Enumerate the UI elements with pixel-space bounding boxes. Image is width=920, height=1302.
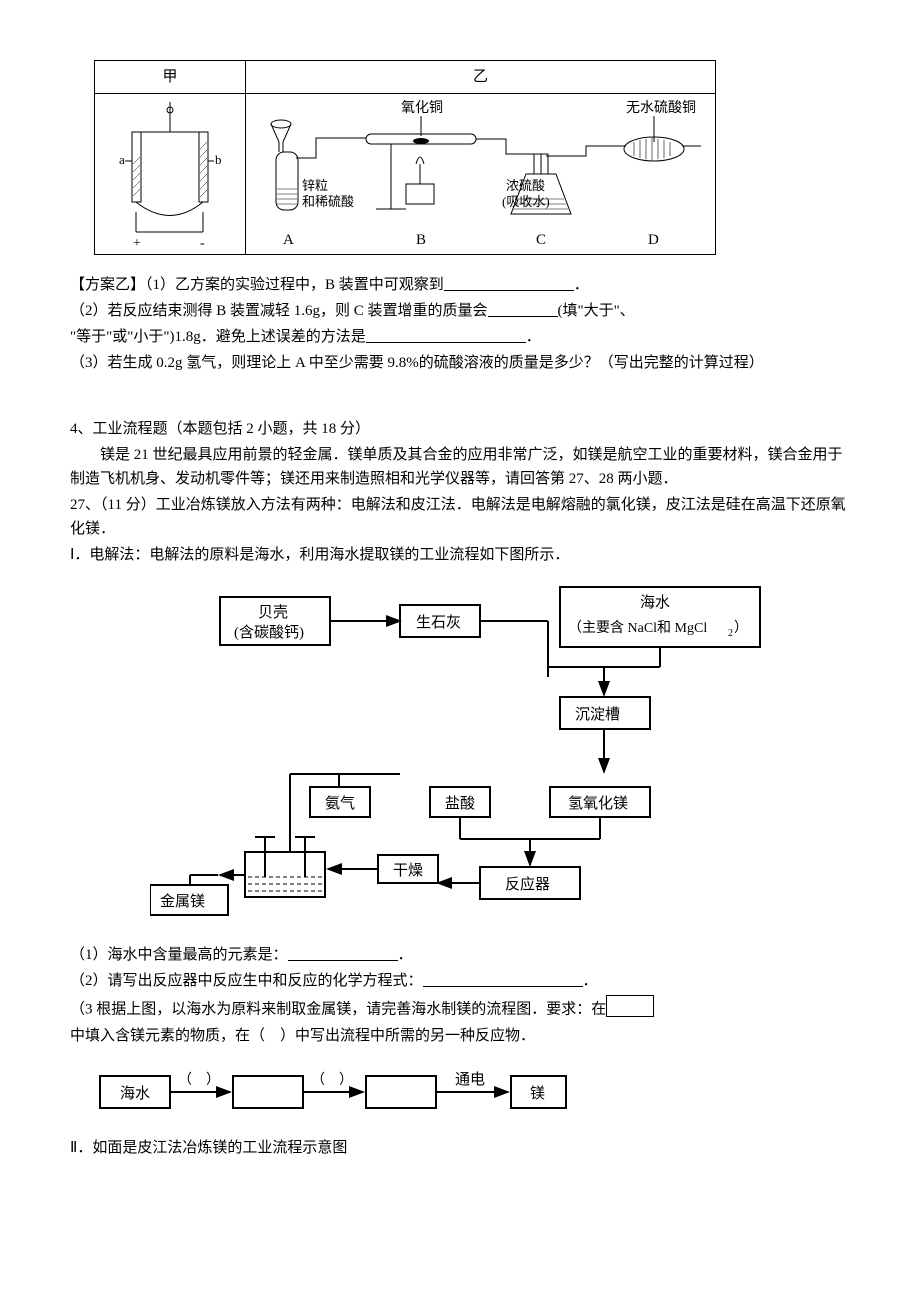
q27-part1: Ⅰ．电解法：电解法的原料是海水，利用海水提取镁的工业流程如下图所示． bbox=[70, 543, 850, 567]
q27-lead: 27、（11 分）工业冶炼镁放入方法有两种：电解法和皮江法．电解法是电解熔融的氯… bbox=[70, 493, 850, 541]
sec4-title: 4、工业流程题（本题包括 2 小题，共 18 分） bbox=[70, 417, 850, 441]
q27-s3b: 中填入含镁元素的物质，在（ ）中写出流程中所需的另一种反应物． bbox=[70, 1024, 850, 1048]
svg-text:(吸收水): (吸收水) bbox=[502, 194, 550, 209]
svg-text:（ ）: （ ） bbox=[311, 1072, 353, 1088]
q27-s1: （1）海水中含量最高的元素是：． bbox=[70, 943, 850, 967]
part2-label: Ⅱ．如面是皮江法冶炼镁的工业流程示意图 bbox=[70, 1136, 850, 1160]
svg-text:B: B bbox=[416, 232, 426, 248]
svg-text:A: A bbox=[283, 232, 294, 248]
blank-b2b[interactable] bbox=[366, 326, 526, 344]
svg-text:贝壳: 贝壳 bbox=[258, 604, 288, 621]
label-cuo: 氧化铜 bbox=[401, 100, 443, 116]
flowchart-electrolysis: 贝壳 (含碳酸钙) 生石灰 海水 （主要含 NaCl和 MgCl 2 ） 沉淀槽 bbox=[70, 577, 850, 937]
q-b2a: （2）若反应结束测得 B 装置减轻 1.6g，则 C 装置增重的质量会(填"大于… bbox=[70, 299, 850, 323]
svg-text:（主要含 NaCl和 MgCl: （主要含 NaCl和 MgCl bbox=[568, 620, 707, 636]
label-a: a bbox=[119, 152, 125, 167]
svg-text:C: C bbox=[536, 232, 546, 248]
svg-text:盐酸: 盐酸 bbox=[445, 795, 475, 812]
svg-text:-: - bbox=[200, 236, 205, 251]
blank-s1[interactable] bbox=[288, 944, 398, 962]
electrolysis-svg: a b + - bbox=[95, 94, 245, 254]
q-b2b: "等于"或"小于")1.8g．避免上述误差的方法是． bbox=[70, 325, 850, 349]
svg-text:通电: 通电 bbox=[455, 1071, 485, 1088]
scheme-figure: 甲 bbox=[94, 60, 716, 255]
svg-text:和稀硫酸: 和稀硫酸 bbox=[302, 194, 354, 209]
svg-text:氨气: 氨气 bbox=[325, 795, 355, 812]
svg-text:金属镁: 金属镁 bbox=[160, 893, 205, 910]
blank-b2a[interactable] bbox=[488, 300, 558, 318]
svg-text:(含碳酸钙): (含碳酸钙) bbox=[234, 624, 304, 641]
flowchart-fill: 海水 （ ） （ ） 通电 镁 bbox=[70, 1062, 850, 1122]
q-b1: 【方案乙】（1）乙方案的实验过程中，B 装置中可观察到． bbox=[70, 273, 850, 297]
svg-text:海水: 海水 bbox=[640, 594, 670, 611]
svg-text:反应器: 反应器 bbox=[505, 875, 550, 893]
label-b: b bbox=[215, 152, 222, 167]
svg-text:氢氧化镁: 氢氧化镁 bbox=[568, 795, 628, 812]
svg-text:海水: 海水 bbox=[120, 1085, 150, 1102]
blank-b1[interactable] bbox=[444, 274, 574, 292]
fig1-col2-label: 乙 bbox=[246, 61, 715, 94]
svg-text:锌粒: 锌粒 bbox=[302, 178, 328, 193]
sec4-intro: 镁是 21 世纪最具应用前景的轻金属．镁单质及其合金的应用非常广泛，如镁是航空工… bbox=[70, 443, 850, 491]
fig1-col1-label: 甲 bbox=[95, 61, 245, 94]
q27-s3: （3 根据上图，以海水为原料来制取金属镁，请完善海水制镁的流程图．要求：在 bbox=[70, 995, 850, 1022]
q-b1-text: 【方案乙】（1）乙方案的实验过程中，B 装置中可观察到 bbox=[70, 277, 444, 293]
svg-text:浓硫酸: 浓硫酸 bbox=[506, 178, 545, 193]
label-cuso4: 无水硫酸铜 bbox=[626, 100, 696, 116]
svg-text:镁: 镁 bbox=[530, 1085, 545, 1102]
svg-text:2: 2 bbox=[728, 628, 733, 639]
svg-text:+: + bbox=[133, 236, 141, 251]
inline-box[interactable] bbox=[606, 995, 654, 1017]
apparatus-svg: 氧化铜 无水硫酸铜 bbox=[246, 94, 714, 254]
q-b3: （3）若生成 0.2g 氢气，则理论上 A 中至少需要 9.8%的硫酸溶液的质量… bbox=[70, 351, 850, 375]
blank-s2[interactable] bbox=[423, 970, 583, 988]
svg-text:沉淀槽: 沉淀槽 bbox=[575, 706, 620, 723]
svg-text:（ ）: （ ） bbox=[178, 1072, 220, 1088]
svg-text:生石灰: 生石灰 bbox=[416, 614, 461, 631]
svg-text:干燥: 干燥 bbox=[393, 862, 423, 879]
q27-s2: （2）请写出反应器中反应生中和反应的化学方程式：． bbox=[70, 969, 850, 993]
svg-text:D: D bbox=[648, 232, 659, 248]
svg-text:）: ） bbox=[734, 620, 748, 636]
